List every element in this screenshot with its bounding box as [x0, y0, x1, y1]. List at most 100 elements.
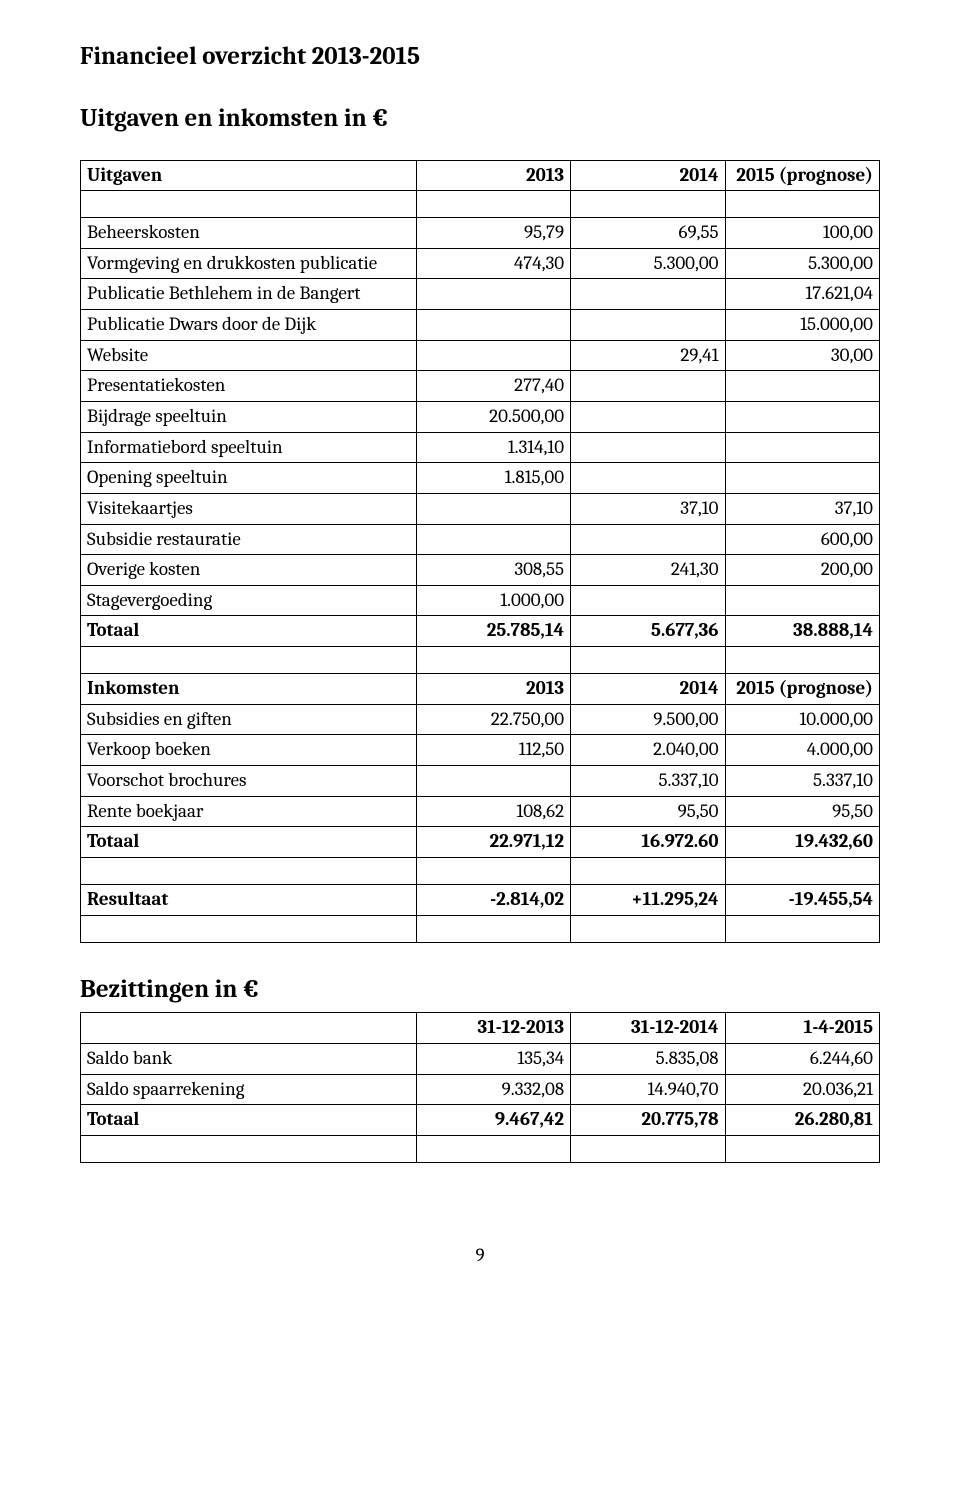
row-c2: 9.500,00 [571, 704, 725, 735]
uitgaven-row: Presentatiekosten277,40 [81, 371, 880, 402]
row-c2: 69,55 [571, 218, 725, 249]
row-c3: 5.300,00 [725, 248, 879, 279]
empty-cell [725, 647, 879, 674]
row-c2 [571, 432, 725, 463]
row-c3: -19.455,54 [725, 884, 879, 915]
row-c2: 2.040,00 [571, 735, 725, 766]
row-c2: 5.677,36 [571, 616, 725, 647]
row-c1 [416, 493, 570, 524]
empty-cell [416, 191, 570, 218]
empty-cell [416, 1135, 570, 1162]
row-c2: 37,10 [571, 493, 725, 524]
row-c2 [571, 401, 725, 432]
row-c1: 9.467,42 [416, 1105, 570, 1136]
header-c1: 31-12-2013 [416, 1013, 570, 1044]
row-label: Totaal [81, 827, 417, 858]
row-c3: 10.000,00 [725, 704, 879, 735]
header-c3: 2015 (prognose) [725, 674, 879, 705]
row-c2: 16.972.60 [571, 827, 725, 858]
uitgaven-row: Opening speeltuin1.815,00 [81, 463, 880, 494]
uitgaven-row: Vormgeving en drukkosten publicatie474,3… [81, 248, 880, 279]
row-c3: 15.000,00 [725, 310, 879, 341]
uitgaven-row: Visitekaartjes37,1037,10 [81, 493, 880, 524]
header-c1: 2013 [416, 674, 570, 705]
row-c1: 20.500,00 [416, 401, 570, 432]
row-label: Verkoop boeken [81, 735, 417, 766]
row-label: Voorschot brochures [81, 766, 417, 797]
bezittingen-header: 31-12-201331-12-20141-4-2015 [81, 1013, 880, 1044]
empty-cell [571, 1135, 725, 1162]
row-c1: 112,50 [416, 735, 570, 766]
empty-cell [571, 647, 725, 674]
row-label: Presentatiekosten [81, 371, 417, 402]
row-c2 [571, 524, 725, 555]
row-c3: 95,50 [725, 796, 879, 827]
page-number: 9 [80, 1243, 880, 1269]
spacer-row [81, 915, 880, 942]
row-label: Subsidie restauratie [81, 524, 417, 555]
row-label: Beheerskosten [81, 218, 417, 249]
row-c3: 30,00 [725, 340, 879, 371]
row-c3: 4.000,00 [725, 735, 879, 766]
page-subtitle: Uitgaven en inkomsten in € [80, 102, 880, 136]
header-c2: 31-12-2014 [571, 1013, 725, 1044]
row-c2: 20.775,78 [571, 1105, 725, 1136]
spacer-row [81, 1135, 880, 1162]
row-c1: 9.332,08 [416, 1074, 570, 1105]
row-label: Informatiebord speeltuin [81, 432, 417, 463]
empty-cell [571, 915, 725, 942]
financial-table: Uitgaven201320142015 (prognose) Beheersko… [80, 160, 880, 943]
row-c3 [725, 401, 879, 432]
uitgaven-row: Stagevergoeding1.000,00 [81, 585, 880, 616]
row-c2: 29,41 [571, 340, 725, 371]
row-c2: 241,30 [571, 555, 725, 586]
row-label: Totaal [81, 616, 417, 647]
row-c1: 1.815,00 [416, 463, 570, 494]
row-label: Subsidies en giften [81, 704, 417, 735]
uitgaven-totaal: Totaal25.785,145.677,3638.888,14 [81, 616, 880, 647]
row-c1: -2.814,02 [416, 884, 570, 915]
row-c1 [416, 310, 570, 341]
row-c2 [571, 585, 725, 616]
row-c2: 5.835,08 [571, 1043, 725, 1074]
empty-cell [725, 1135, 879, 1162]
row-c1: 22.750,00 [416, 704, 570, 735]
inkomsten-row: Voorschot brochures 5.337,105.337,10 [81, 766, 880, 797]
bezittingen-table: 31-12-201331-12-20141-4-2015Saldo bank13… [80, 1012, 880, 1163]
row-c2: 14.940,70 [571, 1074, 725, 1105]
row-c1: 108,62 [416, 796, 570, 827]
row-c3: 200,00 [725, 555, 879, 586]
row-label: Bijdrage speeltuin [81, 401, 417, 432]
row-c1: 1.314,10 [416, 432, 570, 463]
header-label: Inkomsten [81, 674, 417, 705]
row-c3: 26.280,81 [725, 1105, 879, 1136]
empty-cell [416, 915, 570, 942]
row-c3 [725, 585, 879, 616]
header-c1: 2013 [416, 160, 570, 191]
row-c1 [416, 766, 570, 797]
row-c2: 5.337,10 [571, 766, 725, 797]
bezittingen-row: Saldo bank135,345.835,086.244,60 [81, 1043, 880, 1074]
inkomsten-header: Inkomsten201320142015 (prognose) [81, 674, 880, 705]
row-label: Totaal [81, 1105, 417, 1136]
empty-cell [571, 857, 725, 884]
row-c1: 308,55 [416, 555, 570, 586]
empty-cell [571, 191, 725, 218]
uitgaven-row: Website29,4130,00 [81, 340, 880, 371]
empty-cell [725, 915, 879, 942]
uitgaven-header: Uitgaven201320142015 (prognose) [81, 160, 880, 191]
row-c3: 5.337,10 [725, 766, 879, 797]
empty-cell [81, 1135, 417, 1162]
row-label: Opening speeltuin [81, 463, 417, 494]
inkomsten-row: Rente boekjaar108,6295,5095,50 [81, 796, 880, 827]
row-label: Stagevergoeding [81, 585, 417, 616]
inkomsten-row: Subsidies en giften22.750,009.500,0010.0… [81, 704, 880, 735]
inkomsten-totaal: Totaal22.971,1216.972.6019.432,60 [81, 827, 880, 858]
empty-cell [416, 647, 570, 674]
row-c2 [571, 279, 725, 310]
uitgaven-row: Beheerskosten95,7969,55100,00 [81, 218, 880, 249]
empty-cell [725, 191, 879, 218]
header-c2: 2014 [571, 674, 725, 705]
row-c1: 277,40 [416, 371, 570, 402]
bezittingen-totaal: Totaal9.467,4220.775,7826.280,81 [81, 1105, 880, 1136]
